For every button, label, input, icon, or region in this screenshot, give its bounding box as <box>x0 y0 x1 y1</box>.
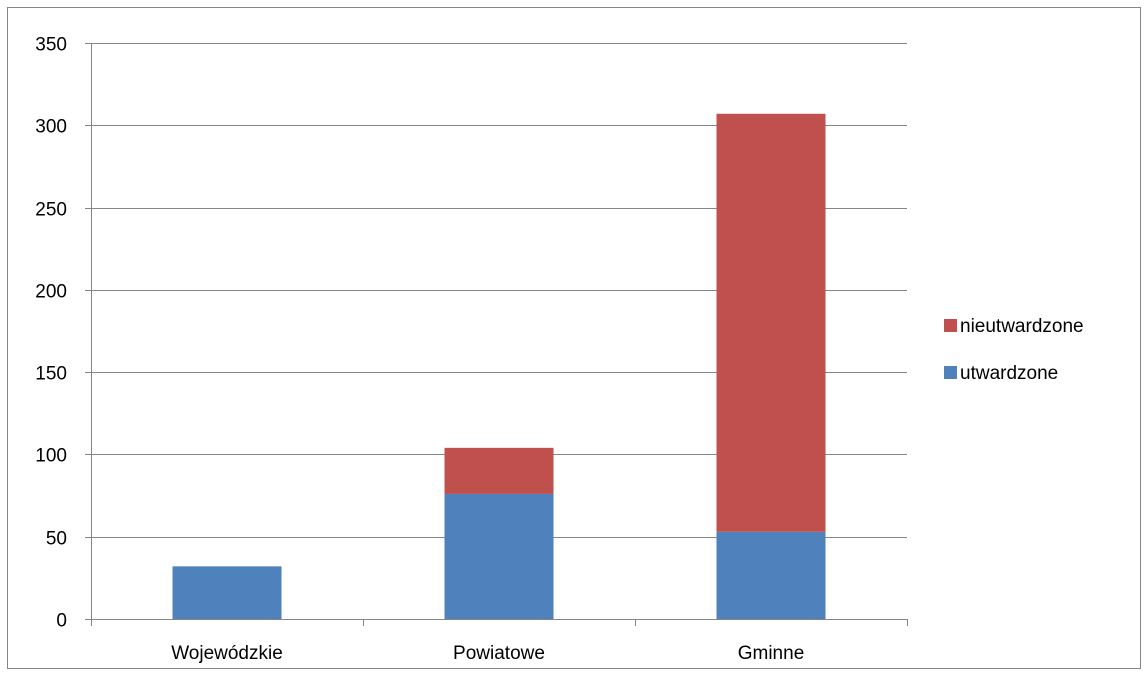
x-tick-label: Wojewódzkie <box>171 643 283 664</box>
bar-nieutwardzone <box>444 447 554 494</box>
legend-swatch-nieutwardzone <box>944 319 957 332</box>
bar-utwardzone <box>172 566 282 619</box>
y-tick-label: 100 <box>35 446 67 467</box>
y-tick-label: 0 <box>56 611 67 632</box>
y-tick-label: 300 <box>35 117 67 138</box>
x-tick-label: Powiatowe <box>453 643 545 664</box>
bars <box>172 113 826 619</box>
legend: nieutwardzone utwardzone <box>944 316 1084 384</box>
axes: 0 50 100 150 200 250 300 350 Wojewódzkie Powiatow… <box>35 35 908 664</box>
bar-nieutwardzone <box>716 113 826 532</box>
legend-swatch-utwardzone <box>944 366 957 379</box>
y-tick-label: 350 <box>35 35 67 56</box>
y-tick-label: 150 <box>35 364 67 385</box>
y-tick-label: 50 <box>46 529 67 550</box>
legend-label-utwardzone: utwardzone <box>960 363 1058 384</box>
bar-utwardzone <box>716 531 826 619</box>
x-tick-label: Gminne <box>738 643 805 664</box>
chart-frame <box>7 7 1141 669</box>
y-tick-label: 200 <box>35 282 67 303</box>
bar-utwardzone <box>444 493 554 619</box>
y-tick-label: 250 <box>35 200 67 221</box>
legend-label-nieutwardzone: nieutwardzone <box>960 316 1084 337</box>
